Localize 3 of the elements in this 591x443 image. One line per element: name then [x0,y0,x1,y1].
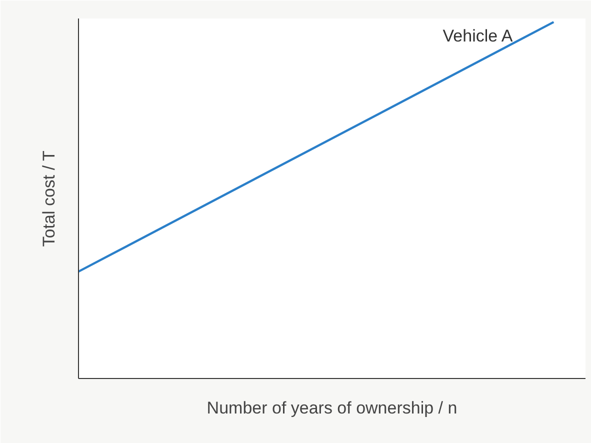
y-axis-title: Total cost / T [40,150,58,247]
series-label: Vehicle A [442,26,514,46]
x-axis-title: Number of years of ownership / n [206,398,458,418]
